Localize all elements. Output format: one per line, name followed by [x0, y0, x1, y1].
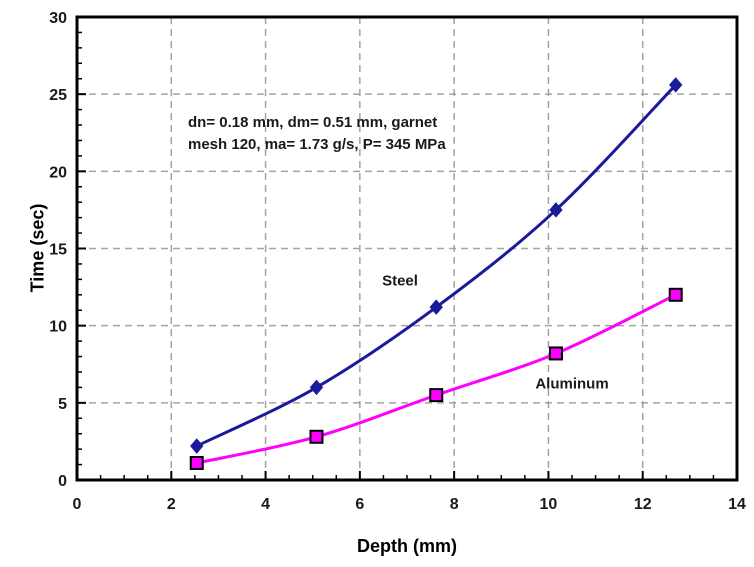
data-point-steel — [549, 202, 563, 218]
x-tick-label: 0 — [73, 496, 82, 513]
x-axis-label: Depth (mm) — [357, 536, 457, 556]
data-point-steel — [190, 438, 204, 454]
series-label-steel: Steel — [382, 272, 418, 290]
series-label-aluminum: Aluminum — [535, 375, 609, 393]
data-point-steel — [309, 379, 324, 396]
data-point-steel — [429, 299, 443, 315]
y-tick-label: 25 — [49, 87, 67, 104]
data-point-aluminum — [668, 287, 683, 302]
y-tick-label: 5 — [58, 396, 67, 413]
x-tick-label: 2 — [167, 496, 176, 513]
y-axis-label: Time (sec) — [27, 203, 48, 293]
plot-border — [75, 15, 739, 482]
y-tick-label: 10 — [49, 319, 67, 336]
x-tick-label: 8 — [450, 496, 459, 513]
y-tick-label: 0 — [58, 473, 67, 490]
x-tick-label: 14 — [728, 496, 746, 513]
x-tick-label: 4 — [261, 496, 270, 513]
y-tick-label: 20 — [49, 164, 67, 181]
data-point-aluminum — [548, 346, 563, 361]
data-point-aluminum — [309, 429, 324, 444]
annotation-text: dn= 0.18 mm, dm= 0.51 mm, garnet mesh 12… — [188, 112, 446, 156]
y-tick-label: 15 — [49, 242, 67, 259]
x-tick-label: 12 — [634, 496, 652, 513]
data-point-aluminum — [189, 456, 204, 471]
y-tick-label: 30 — [49, 10, 67, 27]
annotation-line-2: mesh 120, ma= 1.73 g/s, P= 345 MPa — [188, 136, 446, 153]
data-point-steel — [669, 77, 683, 93]
annotation-line-1: dn= 0.18 mm, dm= 0.51 mm, garnet — [188, 114, 438, 131]
x-tick-label: 10 — [540, 496, 558, 513]
x-tick-label: 6 — [355, 496, 364, 513]
data-point-aluminum — [429, 388, 444, 403]
